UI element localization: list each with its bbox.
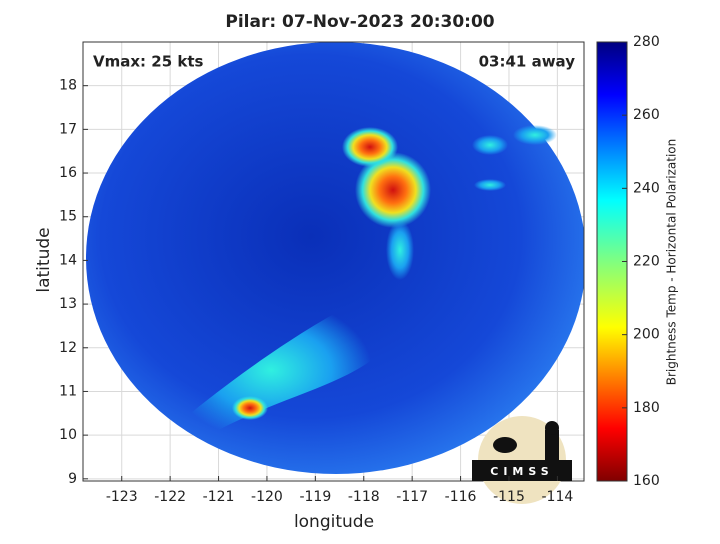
annotation: Vmax: 25 kts [93, 53, 203, 71]
colorbar-tick-label: 260 [633, 107, 660, 123]
colorbar-tick-label: 280 [633, 34, 660, 50]
x-tick-label: -118 [348, 489, 380, 505]
y-tick-label: 12 [59, 340, 77, 356]
x-tick-label: -123 [106, 489, 138, 505]
colorbar-tick-label: 240 [633, 180, 660, 196]
band [386, 220, 414, 280]
x-tick-label: -117 [396, 489, 428, 505]
convection [232, 396, 268, 420]
band [472, 135, 508, 155]
logo-text: CIMSS [490, 465, 553, 478]
colorbar-tick-label: 220 [633, 254, 660, 270]
colorbar-tick-label: 180 [633, 400, 660, 416]
colorbar-label: Brightness Temp - Horizontal Polarizatio… [665, 139, 679, 386]
colorbar-tick-label: 160 [633, 473, 660, 489]
plot-frame [82, 41, 585, 482]
y-tick-label: 16 [59, 165, 77, 181]
band [513, 125, 557, 145]
x-tick-label: -119 [299, 489, 331, 505]
convection [355, 152, 431, 228]
y-tick-label: 18 [59, 78, 77, 94]
x-tick-label: -115 [493, 489, 525, 505]
y-tick-label: 11 [59, 383, 77, 399]
x-tick-label: -114 [541, 489, 573, 505]
annotation: 03:41 away [479, 53, 576, 71]
colorbar-tick-label: 200 [633, 327, 660, 343]
x-tick-label: -120 [251, 489, 283, 505]
x-tick-label: -121 [203, 489, 235, 505]
y-tick-label: 17 [59, 121, 77, 137]
satellite-image [86, 42, 584, 474]
title: Pilar: 07-Nov-2023 20:30:00 [225, 12, 494, 32]
x-tick-label: -116 [445, 489, 477, 505]
y-tick-label: 15 [59, 209, 77, 225]
y-axis-label: latitude [34, 227, 54, 292]
y-tick-label: 9 [68, 471, 77, 487]
convection [342, 127, 398, 167]
swath [86, 42, 584, 474]
rainband [170, 300, 372, 440]
x-axis-label: longitude [294, 512, 374, 532]
x-tick-label: -122 [154, 489, 186, 505]
logo: CIMSS [472, 416, 572, 504]
y-tick-label: 14 [59, 252, 77, 268]
y-tick-label: 10 [59, 427, 77, 443]
band [474, 179, 506, 191]
y-tick-label: 13 [59, 296, 77, 312]
